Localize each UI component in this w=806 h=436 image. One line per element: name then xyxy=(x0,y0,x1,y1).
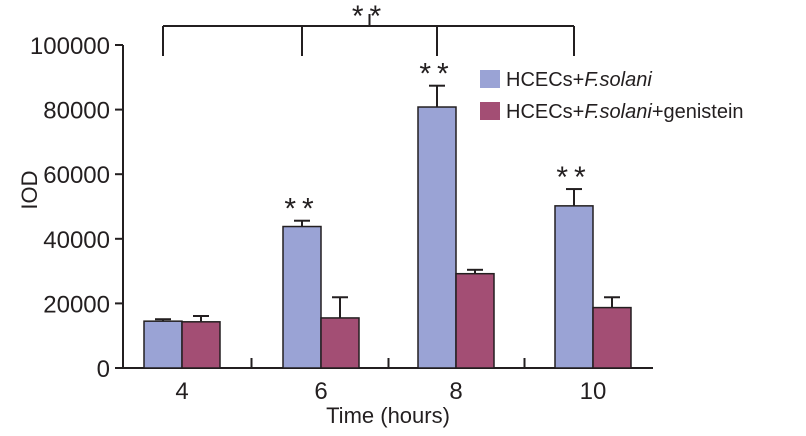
y-tick-label: 20000 xyxy=(43,291,110,318)
bar xyxy=(592,306,632,369)
significance-label: ** xyxy=(284,193,319,226)
bar xyxy=(417,106,457,369)
x-tick-label: 8 xyxy=(449,378,462,405)
legend: HCECs+F.solani HCECs+F.solani+genistein xyxy=(480,69,744,123)
bar xyxy=(181,321,221,369)
legend-swatch xyxy=(480,102,500,120)
legend-label: HCECs+F.solani+genistein xyxy=(506,101,744,123)
x-axis-title: Time (hours) xyxy=(326,403,450,428)
significance-label: ** xyxy=(556,161,591,194)
x-tick-label: 4 xyxy=(175,378,188,405)
bar xyxy=(143,320,183,369)
significance-marks: ** ** ** xyxy=(284,58,591,226)
bar xyxy=(554,205,594,369)
bar xyxy=(282,225,322,369)
y-axis-title: IOD xyxy=(17,170,42,209)
y-tick-label: 100000 xyxy=(30,33,110,60)
bracket-label: ** xyxy=(352,0,387,33)
legend-label: HCECs+F.solani xyxy=(506,69,652,91)
axes: 0 20000 40000 60000 80000 100000 4 6 8 10 xyxy=(30,33,653,405)
bar xyxy=(320,317,360,369)
y-tick-label: 40000 xyxy=(43,227,110,254)
axis-titles: Time (hours) IOD xyxy=(17,170,450,428)
y-tick-label: 60000 xyxy=(43,162,110,189)
error-bars xyxy=(155,84,620,322)
bars xyxy=(143,106,632,369)
x-tick-label: 10 xyxy=(580,378,607,405)
bar xyxy=(455,272,495,369)
y-tick-label: 0 xyxy=(97,356,110,383)
significance-label: ** xyxy=(419,58,454,91)
x-tick-label: 6 xyxy=(314,378,327,405)
legend-swatch xyxy=(480,70,500,88)
significance-bracket: ** xyxy=(162,0,575,56)
y-tick-label: 80000 xyxy=(43,98,110,125)
